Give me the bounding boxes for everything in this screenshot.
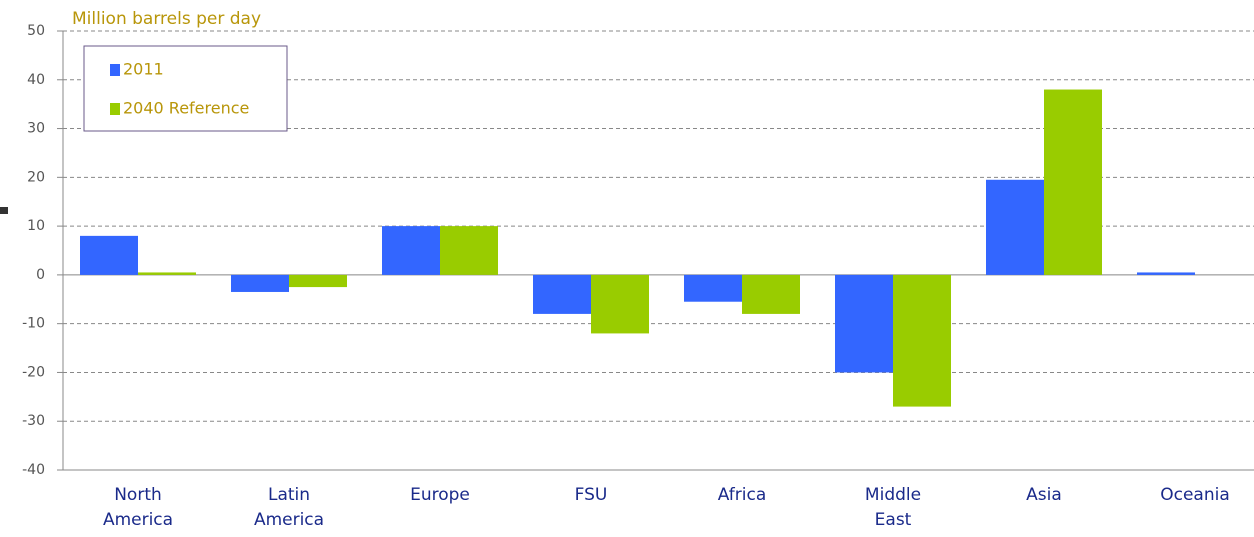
y-axis-title: Million barrels per day: [72, 9, 261, 29]
y-tick-label: -30: [22, 413, 45, 429]
legend-swatch: [110, 103, 120, 115]
y-tick-label: -40: [22, 462, 45, 478]
x-tick-label: Asia: [1026, 485, 1062, 505]
y-tick-label: 50: [27, 23, 45, 39]
bar: [1137, 272, 1195, 275]
x-tick-label: Middle East: [864, 485, 922, 530]
bar: [1044, 89, 1102, 275]
y-tick-label: -20: [22, 364, 45, 380]
bar: [382, 226, 440, 275]
bar: [533, 274, 591, 314]
x-tick-label: North America: [102, 485, 174, 530]
edge-mark: [0, 207, 8, 214]
x-tick-label: Europe: [410, 485, 470, 505]
bar: [986, 179, 1044, 275]
bar: [684, 274, 742, 302]
x-tick-label: Oceania: [1160, 485, 1230, 505]
y-tick-label: 0: [36, 267, 45, 283]
y-tick-label: 40: [27, 72, 45, 88]
x-tick-label: Africa: [717, 485, 767, 505]
y-tick-label: 10: [27, 218, 45, 234]
y-tick-label: 20: [27, 169, 45, 185]
bar: [742, 274, 800, 314]
bar: [835, 274, 893, 373]
bar: [893, 274, 951, 407]
bar: [591, 274, 649, 334]
legend-swatch: [110, 64, 120, 76]
legend-label: 2011: [123, 60, 164, 79]
legend-label: 2040 Reference: [123, 99, 249, 118]
bar: [138, 272, 196, 275]
bar: [440, 226, 498, 275]
y-tick-label: 30: [27, 121, 45, 137]
bar: [80, 235, 138, 275]
y-tick-label: -10: [22, 316, 45, 332]
legend-box: [83, 45, 288, 132]
bar: [231, 274, 289, 292]
bar: [289, 274, 347, 288]
x-tick-label: Latin America: [253, 485, 325, 530]
legend: 2011 2040 Reference: [83, 45, 288, 132]
x-tick-label: FSU: [574, 485, 608, 505]
